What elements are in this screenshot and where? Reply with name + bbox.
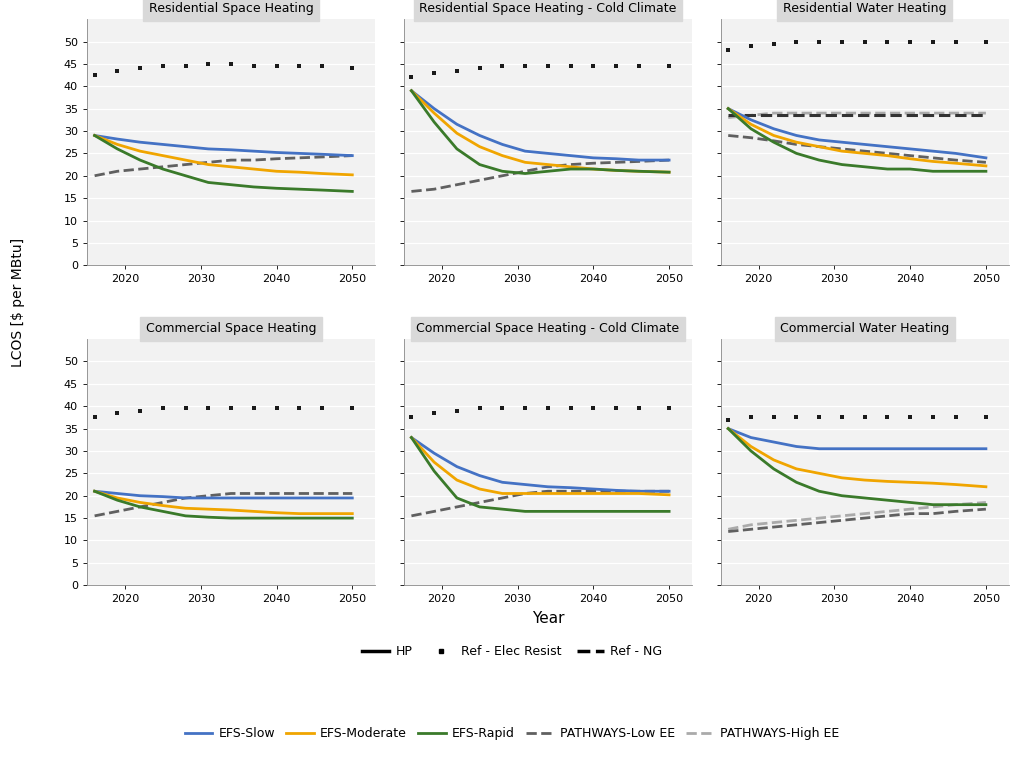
Legend: HP, Ref - Elec Resist, Ref - NG: HP, Ref - Elec Resist, Ref - NG <box>356 640 668 663</box>
Title: Commercial Space Heating: Commercial Space Heating <box>145 322 316 335</box>
Title: Commercial Water Heating: Commercial Water Heating <box>780 322 949 335</box>
Text: Year: Year <box>531 610 564 626</box>
Text: LCOS [$ per MBtu]: LCOS [$ per MBtu] <box>11 238 26 366</box>
Title: Residential Space Heating - Cold Climate: Residential Space Heating - Cold Climate <box>419 2 677 15</box>
Title: Commercial Space Heating - Cold Climate: Commercial Space Heating - Cold Climate <box>417 322 679 335</box>
Title: Residential Water Heating: Residential Water Heating <box>783 2 946 15</box>
Title: Residential Space Heating: Residential Space Heating <box>148 2 313 15</box>
Legend: EFS-Slow, EFS-Moderate, EFS-Rapid, PATHWAYS-Low EE, PATHWAYS-High EE: EFS-Slow, EFS-Moderate, EFS-Rapid, PATHW… <box>180 722 844 745</box>
